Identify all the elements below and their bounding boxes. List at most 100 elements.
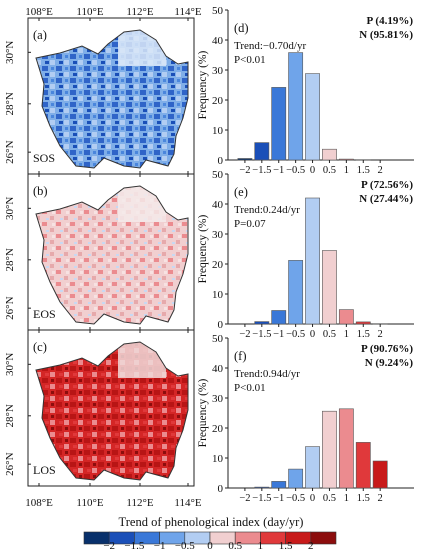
map-lat-label: 26°N — [4, 140, 16, 163]
map-panels: 30°N28°N26°N(a)SOS30°N28°N26°N(b)EOS30°N… — [4, 17, 195, 487]
y-tick-label: 50 — [212, 333, 224, 345]
map-bottom-tick: 110°E — [76, 497, 103, 509]
colorbar-tick-label: −1 — [154, 540, 166, 550]
map-panel-eos: 30°N 28°N 26°N (b) EOS — [4, 173, 195, 331]
x-tick-label: 1 — [344, 493, 349, 504]
x-tick-label: −1 — [273, 165, 284, 176]
study-region — [35, 185, 189, 325]
map-bottom-axis: 108°E 110°E 112°E 114°E — [25, 497, 202, 509]
map-lat-label: 26°N — [4, 296, 16, 319]
y-tick-label: 10 — [212, 125, 224, 137]
y-axis-label: Frequency (%) — [197, 379, 209, 448]
colorbar-tick-label: −2 — [103, 540, 115, 550]
y-tick-label: 50 — [212, 5, 224, 17]
map-lat-label: 28°N — [4, 404, 16, 427]
y-tick-label: 30 — [212, 229, 224, 241]
y-tick-label: 0 — [218, 319, 224, 331]
y-tick-label: 10 — [212, 453, 224, 465]
bar-0.5 — [322, 410, 337, 489]
trend-text: Trend:0.94d/yr — [234, 368, 300, 380]
map-panel-los: 30°N 28°N 26°N (c) LOS — [4, 329, 195, 487]
bar-1.5 — [355, 442, 371, 489]
map-bottom-tick: 114°E — [174, 497, 201, 509]
study-region — [35, 341, 189, 481]
colorbar-tick-label: 0 — [207, 540, 213, 550]
colorbar-cell — [310, 531, 337, 545]
x-tick-label: −1 — [273, 493, 284, 504]
y-tick-label: 20 — [212, 423, 224, 435]
map-panel-letter: (a) — [33, 28, 47, 42]
map-lat-label: 28°N — [4, 92, 16, 115]
bar-−1 — [271, 481, 287, 489]
map-top-tick: 108°E — [25, 6, 53, 18]
colorbar-tick-label: 2 — [308, 540, 314, 550]
map-panel-letter: (c) — [33, 340, 47, 354]
map-lat-label: 30°N — [4, 41, 16, 64]
x-tick-label: −0.5 — [286, 329, 305, 340]
map-panel-name: SOS — [33, 151, 55, 165]
histogram-panel-letter: (e) — [234, 185, 248, 199]
bar-−0.5 — [288, 260, 304, 325]
map-top-tick: 112°E — [126, 6, 153, 18]
region-outline — [35, 341, 189, 481]
y-tick-label: 50 — [212, 169, 224, 181]
x-tick-label: −1.5 — [252, 165, 271, 176]
region-outline — [35, 29, 189, 169]
bar-−1 — [271, 310, 287, 325]
trend-text: Trend:−0.70d/yr — [234, 40, 306, 52]
x-tick-label: −0.5 — [286, 493, 305, 504]
map-top-axis: 108°E 110°E 112°E 114°E — [25, 6, 202, 18]
y-tick-label: 20 — [212, 95, 224, 107]
bar-1.5 — [355, 321, 371, 325]
bar-−1.5 — [254, 486, 270, 489]
histogram-e: 0 10 20 30 40 50 Frequency (%) −2 −1.5 −1 −0.5 0 0.5… — [197, 169, 414, 340]
x-tick-label: 0.5 — [323, 165, 336, 176]
map-lat-label: 30°N — [4, 197, 16, 220]
y-tick-label: 30 — [212, 65, 224, 77]
y-tick-label: 30 — [212, 393, 224, 405]
colorbar-tick-label: 1.5 — [279, 540, 293, 550]
map-top-tick: 114°E — [174, 6, 201, 18]
negative-share: N (95.81%) — [359, 29, 413, 41]
map-lat-label: 26°N — [4, 452, 16, 475]
x-tick-label: −1.5 — [252, 329, 271, 340]
p-value-text: P<0.01 — [234, 382, 266, 394]
study-region — [35, 29, 189, 169]
positive-share: P (72.56%) — [361, 179, 413, 191]
map-panel-letter: (b) — [33, 184, 48, 198]
x-tick-label: 1.5 — [357, 493, 370, 504]
y-tick-label: 0 — [218, 483, 224, 495]
colorbar: Trend of phenological index (day/yr) −2−… — [83, 515, 337, 550]
bar-−1 — [271, 87, 287, 161]
colorbar-tick-label: −0.5 — [175, 540, 195, 550]
trend-text: Trend:0.24d/yr — [234, 204, 300, 216]
colorbar-tick-label: 0.5 — [228, 540, 242, 550]
histogram-panel-letter: (d) — [234, 21, 249, 35]
colorbar-title: Trend of phenological index (day/yr) — [119, 515, 304, 529]
colorbar-tick-label: −1.5 — [124, 540, 144, 550]
x-tick-label: 1.5 — [357, 329, 370, 340]
y-tick-label: 20 — [212, 259, 224, 271]
y-tick-label: 40 — [212, 199, 224, 211]
bar-0 — [305, 197, 320, 325]
x-tick-label: 0 — [310, 329, 315, 340]
histogram-f: 0 10 20 30 40 50 Frequency (%) −2 −1.5 −1 −0.5 0 0.5… — [197, 333, 414, 504]
x-tick-label: −2 — [239, 165, 250, 176]
map-bottom-tick: 112°E — [126, 497, 153, 509]
bar-0 — [305, 446, 320, 489]
map-panel-name: LOS — [33, 463, 56, 477]
bar-−0.5 — [288, 52, 304, 161]
p-value-text: P=0.07 — [234, 218, 266, 230]
x-tick-label: 0 — [310, 165, 315, 176]
bar-−1.5 — [254, 321, 270, 325]
x-tick-label: 1.5 — [357, 165, 370, 176]
x-tick-label: −0.5 — [286, 165, 305, 176]
bar-0.5 — [322, 148, 337, 161]
p-value-text: P<0.01 — [234, 54, 266, 66]
bar-−0.5 — [288, 468, 304, 489]
y-tick-label: 0 — [218, 155, 224, 167]
x-tick-label: 1 — [344, 165, 349, 176]
bar-−1.5 — [254, 142, 270, 161]
